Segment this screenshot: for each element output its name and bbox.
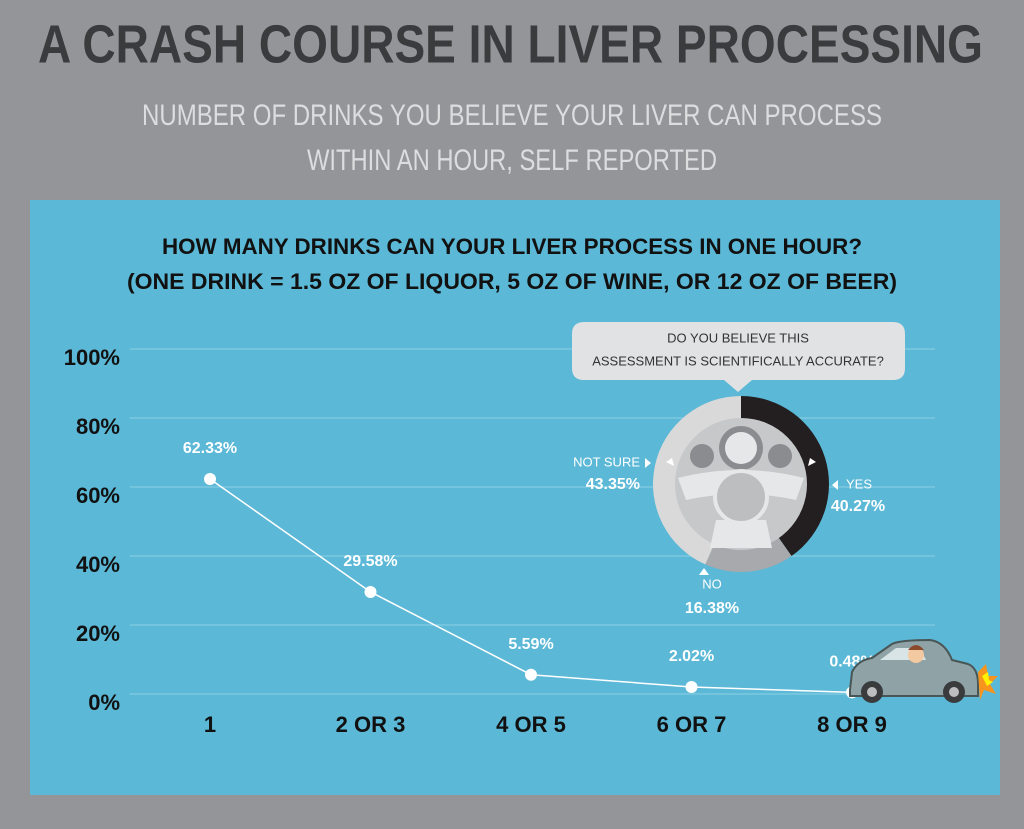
pie-value-label: 43.35% — [586, 476, 640, 493]
pie-title: ASSESSMENT IS SCIENTIFICALLY ACCURATE? — [592, 353, 884, 368]
title: A CRASH COURSE IN LIVER PROCESSING — [38, 14, 983, 74]
y-tick-label: 60% — [76, 483, 120, 508]
speech-bubble — [572, 322, 905, 392]
chart-title: (ONE DRINK = 1.5 OZ OF LIQUOR, 5 OZ OF W… — [127, 269, 897, 294]
x-tick-label: 1 — [204, 712, 216, 737]
data-point — [204, 472, 216, 485]
data-point — [525, 668, 537, 681]
data-label: 5.59% — [508, 636, 553, 653]
x-tick-label: 8 OR 9 — [817, 712, 887, 737]
pie-slice — [653, 396, 741, 565]
y-tick-label: 100% — [64, 345, 120, 370]
y-tick-label: 0% — [88, 690, 120, 715]
x-tick-label: 4 OR 5 — [496, 712, 566, 737]
car-illustration — [849, 638, 998, 703]
steering-wheel — [666, 418, 816, 550]
grid: 0% 20% 40% 60% 80% 100% 1 2 OR 3 4 OR 5 6 OR 7 8 O… — [64, 345, 935, 737]
subtitle: NUMBER OF DRINKS YOU BELIEVE YOUR LIVER … — [142, 99, 882, 132]
pie-pointers — [645, 458, 838, 575]
chart-title: HOW MANY DRINKS CAN YOUR LIVER PROCESS I… — [162, 234, 862, 259]
pie-value-label: 16.38% — [685, 600, 739, 617]
pie-category-label: YES — [846, 476, 872, 491]
pie-chart: YES 40.27% NO 16.38% NOT SURE 43.35% — [573, 396, 885, 617]
x-tick-label: 2 OR 3 — [336, 712, 406, 737]
pie-title: DO YOU BELIEVE THIS — [667, 330, 809, 345]
y-tick-label: 20% — [76, 621, 120, 646]
data-label: 62.33% — [183, 440, 237, 457]
pie-category-label: NOT SURE — [573, 454, 640, 469]
data-label: 2.02% — [669, 648, 714, 665]
panel — [30, 200, 1000, 795]
data-label: 29.58% — [343, 553, 397, 570]
data-point — [364, 585, 377, 598]
data-point — [685, 681, 698, 694]
pie-slice — [741, 396, 829, 557]
subtitle: WITHIN AN HOUR, SELF REPORTED — [307, 144, 717, 177]
y-tick-label: 80% — [76, 414, 120, 439]
x-tick-label: 6 OR 7 — [657, 712, 727, 737]
y-tick-label: 40% — [76, 552, 120, 577]
pie-category-label: NO — [702, 576, 722, 591]
pie-value-label: 40.27% — [831, 498, 885, 515]
